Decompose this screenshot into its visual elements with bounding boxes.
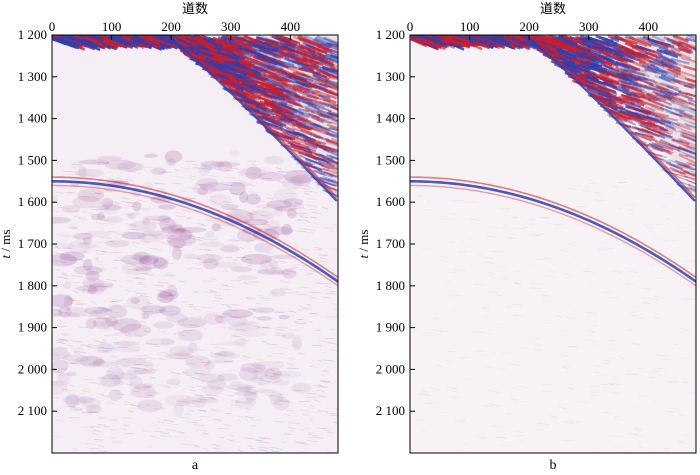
y-axis-title: t / ms (0, 230, 13, 259)
y-tick-label: 1 300 (376, 69, 405, 84)
y-tick-label: 2 000 (376, 361, 405, 376)
reflection-red-lower (52, 184, 338, 287)
reflection-blue (52, 180, 338, 283)
y-tick-label: 1 300 (18, 69, 47, 84)
y-tick-label: 2 100 (376, 403, 405, 418)
y-tick-label: 1 200 (376, 27, 405, 42)
reflection-blue (410, 180, 696, 283)
x-tick-label: 0 (407, 19, 414, 34)
y-tick-label: 2 000 (18, 361, 47, 376)
panel-label: a (192, 458, 199, 473)
x-tick-label: 400 (281, 19, 301, 34)
x-tick-label: 100 (102, 19, 122, 34)
y-tick-label: 1 800 (376, 278, 405, 293)
x-tick-label: 300 (221, 19, 241, 34)
y-tick-label: 1 200 (18, 27, 47, 42)
seismic-panel-b: 0 100 200 300 400 1 200 1 300 1 400 1 500 1 600 1 … (356, 2, 697, 473)
x-tick-label: 400 (639, 19, 659, 34)
y-tick-label: 2 100 (18, 403, 47, 418)
reflection-red-lower (410, 184, 696, 287)
panel-label: b (550, 458, 557, 473)
direct-wave-red (168, 35, 338, 199)
y-tick-label: 1 900 (18, 320, 47, 335)
x-tick-label: 200 (519, 19, 539, 34)
reflection-red (52, 176, 338, 279)
seismic-panel-a: 0 100 200 300 400 1 200 1 300 1 400 1 500 1 600 1 … (0, 2, 339, 473)
y-tick-label: 1 600 (18, 194, 47, 209)
y-axis-title: t / ms (356, 230, 371, 259)
y-tick-label: 1 400 (376, 111, 405, 126)
y-tick-label: 1 500 (376, 152, 405, 167)
y-tick-label: 1 700 (18, 236, 47, 251)
x-axis-title: 道数 (540, 2, 566, 17)
x-tick-label: 200 (161, 19, 181, 34)
y-tick-label: 1 600 (376, 194, 405, 209)
direct-wave-blue (164, 35, 338, 202)
y-tick-label: 1 900 (376, 320, 405, 335)
y-tick-label: 1 700 (376, 236, 405, 251)
x-tick-label: 100 (460, 19, 480, 34)
y-tick-label: 1 400 (18, 111, 47, 126)
seismic-wavefield (410, 35, 696, 453)
x-tick-label: 0 (49, 19, 56, 34)
direct-wave-blue (522, 35, 696, 202)
y-tick-label: 1 500 (18, 152, 47, 167)
x-axis-title: 道数 (182, 2, 208, 17)
x-tick-label: 300 (579, 19, 599, 34)
y-tick-label: 1 800 (18, 278, 47, 293)
direct-wave-red (526, 35, 696, 199)
reflection-red (410, 176, 696, 279)
